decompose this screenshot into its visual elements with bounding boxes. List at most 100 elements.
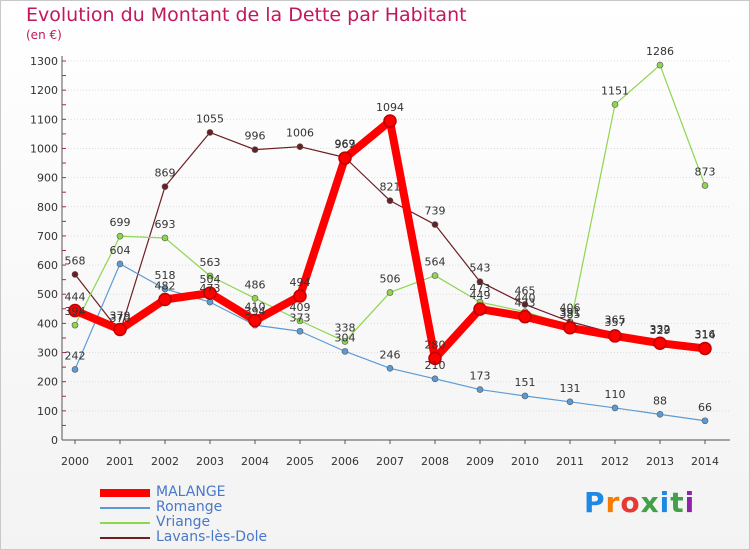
data-label: 568: [65, 254, 86, 267]
data-label: 604: [110, 244, 131, 257]
data-point: [698, 341, 712, 356]
logo-letter: t: [670, 486, 685, 519]
data-label: 518: [155, 269, 176, 282]
data-label: 410: [245, 300, 266, 313]
data-label: 482: [155, 279, 176, 292]
data-point: [116, 260, 124, 268]
data-label: 693: [155, 218, 176, 231]
data-label: 967: [335, 138, 356, 151]
y-tick-label: 600: [37, 259, 58, 272]
legend-label: MALANGE: [156, 484, 226, 500]
data-label: 131: [560, 382, 581, 395]
axes: 0 100 200 300 400 500 600 700 800 900 1000 1100 1200…: [30, 55, 730, 468]
x-tick-label: 2011: [556, 455, 584, 468]
data-point: [611, 101, 619, 108]
y-tick-label: 800: [37, 201, 58, 214]
data-point: [248, 313, 262, 328]
legend-label: Romange: [156, 499, 223, 515]
data-point: [71, 366, 79, 373]
data-point: [251, 295, 259, 302]
x-tick-label: 2010: [511, 455, 539, 468]
data-label: 486: [245, 278, 266, 291]
data-point: [383, 114, 397, 128]
data-point: [161, 234, 169, 242]
legend-swatch: [100, 522, 150, 524]
data-point: [296, 143, 304, 151]
data-point: [656, 61, 664, 69]
data-point: [563, 321, 577, 335]
data-label: 246: [380, 348, 401, 361]
y-tick-label: 900: [37, 172, 58, 185]
x-tick-label: 2002: [151, 455, 179, 468]
data-point: [296, 327, 304, 335]
data-label: 1094: [376, 101, 404, 114]
data-label: 465: [515, 284, 536, 297]
chart-title: Evolution du Montant de la Dette par Hab…: [26, 4, 467, 26]
data-point: [158, 292, 172, 307]
data-point: [431, 221, 439, 228]
legend-label: Lavans-lès-Dole: [156, 529, 268, 545]
data-label: 379: [110, 310, 131, 323]
data-point: [476, 278, 484, 285]
logo-letter: i: [659, 486, 671, 519]
data-point: [296, 317, 304, 325]
y-tick-label: 1000: [30, 142, 58, 155]
x-tick-label: 2005: [286, 455, 314, 468]
x-tick-label: 2014: [691, 455, 719, 468]
data-label: 66: [698, 401, 712, 414]
data-label: 543: [470, 262, 491, 275]
data-point: [518, 309, 532, 324]
data-label: 316: [695, 328, 716, 341]
legend: MALANGE Romange Vriange Lavans-lès-Dole: [100, 484, 400, 545]
x-tick-label: 2003: [196, 455, 224, 468]
data-point: [206, 298, 214, 306]
data-label: 332: [650, 323, 671, 336]
y-tick-label: 400: [37, 317, 58, 330]
data-label: 242: [65, 349, 86, 362]
data-point: [386, 289, 394, 296]
data-label: 329: [650, 324, 671, 337]
logo-letter: P: [584, 486, 606, 519]
data-label: 504: [200, 273, 221, 286]
y-tick-label: 0: [51, 434, 58, 447]
data-point: [476, 386, 484, 393]
data-point: [521, 392, 529, 400]
data-point: [338, 151, 352, 165]
data-label: 1286: [646, 45, 674, 58]
data-label: 473: [470, 282, 491, 295]
data-label: 869: [155, 167, 176, 180]
legend-item: Lavans-lès-Dole: [100, 529, 400, 545]
data-label: 1006: [286, 127, 314, 140]
y-tick-label: 200: [37, 376, 58, 389]
x-tick-label: 2006: [331, 455, 359, 468]
series-lines: [68, 61, 712, 425]
data-label: 88: [653, 394, 667, 407]
data-label: 370: [110, 312, 131, 325]
data-label: 739: [425, 205, 446, 218]
data-label: 304: [335, 331, 356, 344]
legend-swatch: [100, 537, 150, 539]
data-label: 1055: [196, 112, 224, 125]
data-label: 151: [515, 376, 536, 389]
y-tick-label: 100: [37, 405, 58, 418]
data-label: 449: [470, 289, 491, 302]
data-point: [113, 322, 127, 337]
x-tick-label: 2012: [601, 455, 629, 468]
data-point: [386, 364, 394, 372]
data-point: [656, 411, 664, 418]
data-label: 423: [515, 297, 536, 310]
data-point: [251, 146, 259, 153]
data-point: [653, 336, 667, 350]
data-point: [161, 285, 169, 293]
data-label: 385: [560, 308, 581, 321]
legend-label: Vriange: [156, 514, 211, 530]
data-label: 110: [605, 388, 626, 401]
data-label: 338: [335, 321, 356, 334]
data-point: [341, 338, 349, 345]
data-point: [293, 289, 307, 303]
data-label: 969: [335, 137, 356, 150]
proxiti-logo: Proxiti: [584, 486, 695, 519]
grid: [62, 60, 730, 441]
data-point: [566, 398, 574, 406]
